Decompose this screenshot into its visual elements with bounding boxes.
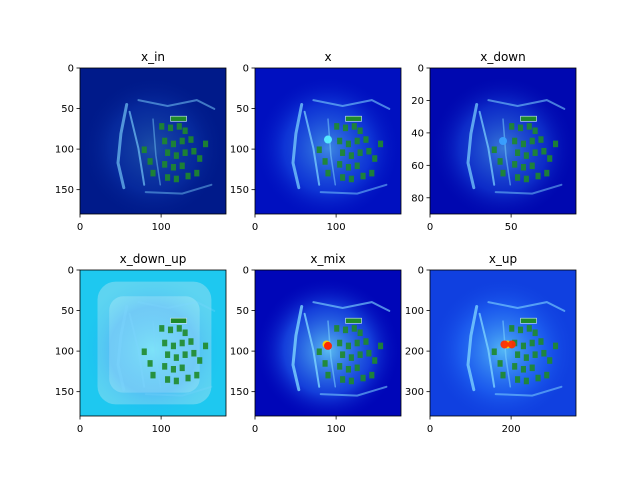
panel-title: x bbox=[324, 50, 331, 64]
x-tick-label: 50 bbox=[505, 222, 518, 233]
y-tick-label: 100 bbox=[55, 347, 74, 358]
panel-title: x_up bbox=[489, 252, 517, 266]
panel-x: x 0 100 0 50 100 150 bbox=[230, 50, 402, 233]
axes-frame bbox=[254, 269, 402, 417]
y-tick-label: 60 bbox=[411, 161, 424, 172]
y-tick-label: 40 bbox=[411, 128, 424, 139]
panel-title: x_mix bbox=[310, 252, 345, 266]
y-tick-label: 100 bbox=[55, 145, 74, 156]
y-tick-label: 100 bbox=[230, 347, 249, 358]
heatmap-image bbox=[430, 270, 576, 416]
y-tick-label: 50 bbox=[61, 104, 74, 115]
y-tick-label: 150 bbox=[230, 387, 249, 398]
axes-frame bbox=[429, 269, 577, 417]
x-tick-label: 0 bbox=[427, 424, 433, 435]
heatmap-image bbox=[430, 68, 576, 214]
panel-title: x_down_up bbox=[120, 252, 187, 266]
x-tick-label: 0 bbox=[252, 222, 258, 233]
heatmap-image bbox=[255, 68, 401, 214]
panel-title: x_in bbox=[141, 50, 165, 64]
panel-x-in: x_in 0 100 0 50 100 150 bbox=[55, 50, 227, 233]
axes-frame bbox=[429, 67, 577, 215]
y-tick-label: 50 bbox=[236, 306, 249, 317]
y-tick-label: 0 bbox=[68, 64, 74, 75]
y-tick-label: 80 bbox=[411, 193, 424, 204]
y-tick-label: 100 bbox=[405, 306, 424, 317]
y-tick-label: 300 bbox=[405, 387, 424, 398]
x-tick-label: 0 bbox=[427, 222, 433, 233]
y-tick-label: 150 bbox=[55, 387, 74, 398]
y-tick-label: 20 bbox=[411, 96, 424, 107]
x-tick-label: 100 bbox=[327, 424, 346, 435]
panel-x-up: x_up 0 200 0 100 200 300 bbox=[405, 252, 577, 435]
panel-title: x_down bbox=[480, 50, 525, 64]
x-tick-label: 0 bbox=[77, 424, 83, 435]
panel-x-down: x_down 0 50 0 20 40 60 80 bbox=[411, 50, 577, 233]
y-tick-label: 0 bbox=[418, 266, 424, 277]
y-tick-label: 150 bbox=[55, 185, 74, 196]
panel-x-down-up: x_down_up 0 100 0 50 100 150 bbox=[55, 252, 227, 435]
axes-frame bbox=[254, 67, 402, 215]
x-tick-label: 0 bbox=[77, 222, 83, 233]
axes-frame bbox=[79, 67, 227, 215]
x-tick-label: 100 bbox=[152, 222, 171, 233]
axes-frame bbox=[79, 269, 227, 417]
y-tick-label: 100 bbox=[230, 145, 249, 156]
x-tick-label: 100 bbox=[327, 222, 346, 233]
x-tick-label: 100 bbox=[152, 424, 171, 435]
x-tick-label: 200 bbox=[502, 424, 521, 435]
heatmap-image bbox=[80, 270, 226, 416]
x-tick-label: 0 bbox=[252, 424, 258, 435]
heatmap-image bbox=[80, 68, 226, 214]
heatmap-image bbox=[255, 270, 401, 416]
y-tick-label: 200 bbox=[405, 347, 424, 358]
y-tick-label: 50 bbox=[236, 104, 249, 115]
y-tick-label: 150 bbox=[230, 185, 249, 196]
y-tick-label: 0 bbox=[243, 266, 249, 277]
y-tick-label: 0 bbox=[68, 266, 74, 277]
y-tick-label: 0 bbox=[243, 64, 249, 75]
y-tick-label: 50 bbox=[61, 306, 74, 317]
panel-x-mix: x_mix 0 100 0 50 100 150 bbox=[230, 252, 402, 435]
y-tick-label: 0 bbox=[418, 64, 424, 75]
